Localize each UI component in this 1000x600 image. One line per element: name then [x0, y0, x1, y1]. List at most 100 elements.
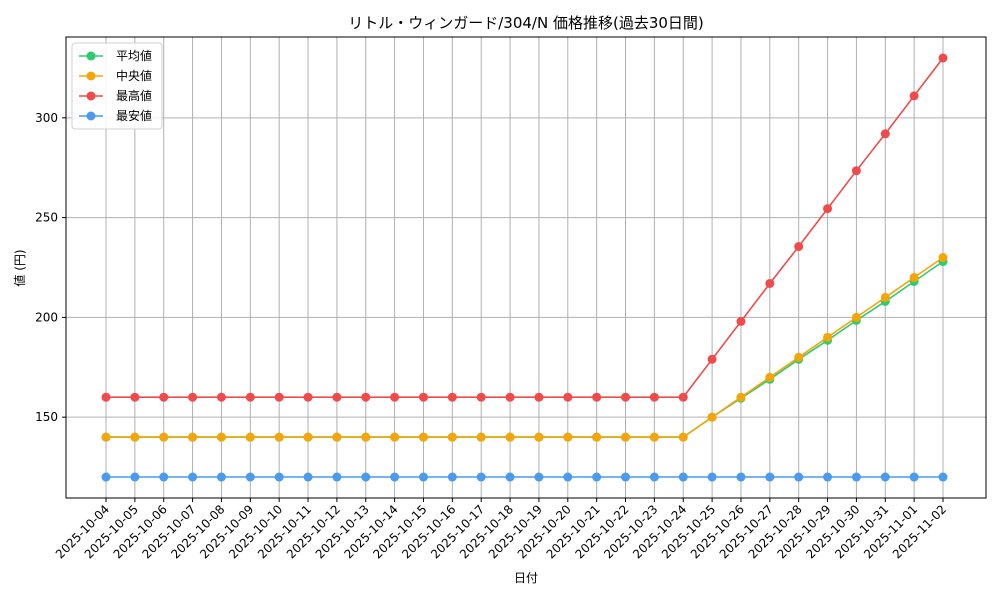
data-point-marker [678, 432, 688, 442]
data-point-marker [101, 472, 111, 482]
data-point-marker [390, 432, 400, 442]
chart-title: リトル・ウィンガード/304/N 価格推移(過去30日間) [348, 14, 704, 32]
data-point-marker [823, 472, 833, 482]
data-point-marker [823, 332, 833, 342]
data-point-marker [245, 472, 255, 482]
data-point-marker [794, 242, 804, 252]
data-point-marker [938, 472, 948, 482]
legend-label: 平均値 [116, 48, 152, 63]
y-tick-label: 300 [35, 111, 58, 125]
data-point-marker [851, 166, 861, 176]
data-point-marker [447, 472, 457, 482]
data-point-marker [592, 392, 602, 402]
data-point-marker [909, 472, 919, 482]
data-point-marker [649, 472, 659, 482]
data-point-marker [534, 432, 544, 442]
data-point-marker [130, 392, 140, 402]
data-point-marker [303, 432, 313, 442]
data-point-marker [621, 432, 631, 442]
legend-label: 中央値 [116, 68, 152, 83]
data-point-marker [678, 472, 688, 482]
data-point-marker [880, 472, 890, 482]
legend-label: 最安値 [116, 108, 152, 123]
data-point-marker [130, 432, 140, 442]
data-point-marker [851, 312, 861, 322]
data-point-marker [765, 472, 775, 482]
series-line [101, 253, 948, 442]
data-point-marker [736, 392, 746, 402]
data-point-marker [361, 432, 371, 442]
data-point-marker [303, 472, 313, 482]
data-point-marker [245, 432, 255, 442]
data-point-marker [159, 432, 169, 442]
data-point-marker [649, 432, 659, 442]
legend-marker-icon [86, 51, 96, 61]
data-point-marker [765, 372, 775, 382]
data-point-marker [390, 392, 400, 402]
series-line [101, 472, 948, 482]
data-point-marker [447, 392, 457, 402]
legend-marker-icon [86, 71, 96, 81]
data-point-marker [274, 472, 284, 482]
data-point-marker [130, 472, 140, 482]
data-point-marker [361, 472, 371, 482]
data-point-marker [505, 472, 515, 482]
data-point-marker [736, 316, 746, 326]
data-point-marker [592, 472, 602, 482]
data-point-marker [476, 392, 486, 402]
data-point-marker [794, 472, 804, 482]
data-point-marker [418, 432, 428, 442]
data-point-marker [101, 392, 111, 402]
data-point-marker [188, 472, 198, 482]
data-point-marker [476, 432, 486, 442]
data-point-marker [707, 412, 717, 422]
data-point-marker [159, 392, 169, 402]
x-axis-label: 日付 [514, 571, 538, 585]
data-point-marker [592, 432, 602, 442]
data-point-marker [678, 392, 688, 402]
legend-box [71, 42, 163, 130]
data-point-marker [216, 472, 226, 482]
data-point-marker [188, 432, 198, 442]
y-axis-ticks: 150 200 250 300 [35, 111, 66, 424]
data-point-marker [332, 392, 342, 402]
y-tick-label: 150 [35, 410, 58, 424]
data-point-marker [563, 392, 573, 402]
data-point-marker [361, 392, 371, 402]
series-line [101, 257, 948, 442]
data-point-marker [476, 472, 486, 482]
data-point-marker [534, 472, 544, 482]
data-point-marker [938, 53, 948, 63]
data-point-marker [909, 91, 919, 101]
series-path [106, 256, 944, 438]
data-point-marker [534, 392, 544, 402]
data-point-marker [274, 432, 284, 442]
y-tick-label: 250 [35, 211, 58, 225]
data-point-marker [823, 204, 833, 214]
data-point-marker [736, 472, 746, 482]
series-path [106, 260, 944, 438]
data-point-marker [332, 472, 342, 482]
data-point-marker [649, 392, 659, 402]
data-point-marker [707, 354, 717, 364]
data-point-marker [159, 472, 169, 482]
series-line [101, 53, 948, 402]
data-point-marker [563, 432, 573, 442]
data-point-marker [851, 472, 861, 482]
data-point-marker [303, 392, 313, 402]
data-point-marker [765, 278, 775, 288]
data-point-marker [216, 432, 226, 442]
data-point-marker [505, 392, 515, 402]
legend-marker-icon [86, 91, 96, 101]
y-tick-label: 200 [35, 310, 58, 324]
data-point-marker [794, 352, 804, 362]
data-point-marker [188, 392, 198, 402]
data-point-marker [938, 253, 948, 263]
data-point-marker [563, 472, 573, 482]
data-point-marker [880, 292, 890, 302]
data-point-marker [505, 432, 515, 442]
data-point-marker [621, 472, 631, 482]
data-point-marker [621, 392, 631, 402]
